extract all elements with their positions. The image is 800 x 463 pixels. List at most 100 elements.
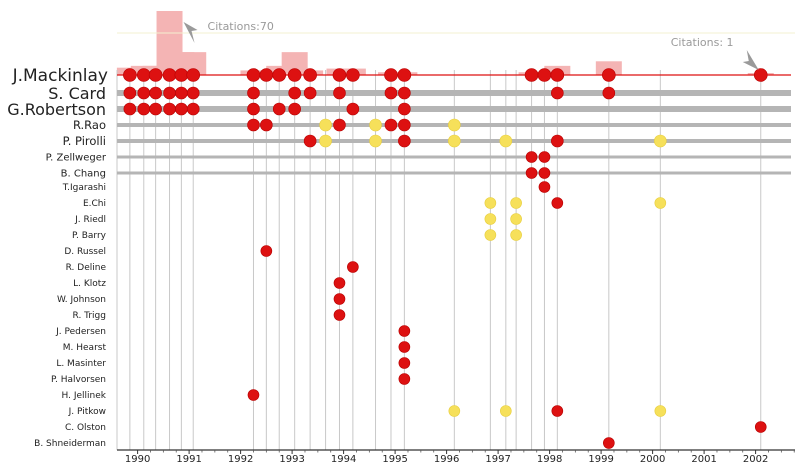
publication-dot[interactable]	[551, 197, 564, 209]
publication-dot[interactable]	[398, 325, 411, 337]
publication-dot[interactable]	[186, 68, 201, 82]
publication-dot[interactable]	[369, 134, 382, 148]
publication-dot[interactable]	[754, 421, 767, 433]
publication-dot[interactable]	[260, 118, 273, 132]
publication-dot[interactable]	[303, 134, 317, 148]
author-label[interactable]: J. Pedersen	[55, 327, 106, 337]
publication-dot[interactable]	[510, 197, 522, 209]
author-label[interactable]: P. Barry	[72, 231, 107, 241]
publication-dot[interactable]	[288, 86, 301, 100]
author-label[interactable]: G.Robertson	[7, 100, 106, 119]
publication-dot[interactable]	[123, 68, 137, 82]
publication-dot[interactable]	[398, 341, 411, 353]
publication-dot[interactable]	[654, 405, 667, 417]
author-label[interactable]: J. Riedl	[74, 215, 106, 225]
publication-dot[interactable]	[500, 405, 512, 417]
publication-dot[interactable]	[448, 118, 461, 132]
publication-dot[interactable]	[448, 134, 461, 148]
publication-dot[interactable]	[524, 68, 539, 82]
publication-dot[interactable]	[319, 118, 332, 132]
author-label[interactable]: R. Trigg	[73, 311, 106, 321]
publication-dot[interactable]	[347, 261, 359, 273]
publication-dot[interactable]	[149, 102, 162, 116]
publication-dot[interactable]	[525, 151, 538, 163]
publication-dot[interactable]	[174, 68, 189, 82]
publication-dot[interactable]	[288, 102, 301, 116]
publication-dot[interactable]	[163, 86, 176, 100]
publication-dot[interactable]	[384, 86, 398, 100]
publication-dot[interactable]	[550, 68, 565, 82]
publication-dot[interactable]	[175, 102, 188, 116]
publication-dot[interactable]	[397, 68, 412, 82]
publication-dot[interactable]	[369, 118, 382, 132]
publication-dot[interactable]	[654, 134, 667, 148]
publication-dot[interactable]	[538, 181, 551, 193]
publication-dot[interactable]	[484, 197, 497, 209]
publication-dot[interactable]	[398, 86, 411, 100]
publication-dot[interactable]	[247, 86, 260, 100]
publication-dot[interactable]	[332, 68, 347, 82]
author-label[interactable]: S. Card	[48, 84, 106, 103]
author-label[interactable]: P. Zellweger	[46, 153, 107, 164]
author-label[interactable]: R.Rao	[73, 118, 106, 132]
publication-dot[interactable]	[319, 134, 332, 148]
publication-dot[interactable]	[287, 68, 302, 82]
publication-dot[interactable]	[303, 86, 317, 100]
publication-dot[interactable]	[448, 405, 461, 417]
publication-dot[interactable]	[346, 68, 360, 82]
publication-dot[interactable]	[384, 68, 398, 82]
author-label[interactable]: R. Deline	[66, 263, 107, 273]
publication-dot[interactable]	[398, 118, 411, 132]
publication-dot[interactable]	[551, 86, 564, 100]
publication-dot[interactable]	[162, 68, 177, 82]
publication-dot[interactable]	[148, 68, 163, 82]
publication-dot[interactable]	[525, 167, 538, 179]
publication-dot[interactable]	[398, 373, 411, 385]
publication-dot[interactable]	[484, 229, 497, 241]
author-label[interactable]: J. Pitkow	[68, 407, 106, 417]
publication-dot[interactable]	[538, 167, 551, 179]
publication-dot[interactable]	[602, 68, 616, 82]
publication-dot[interactable]	[602, 86, 616, 100]
publication-dot[interactable]	[398, 357, 411, 369]
publication-dot[interactable]	[260, 245, 273, 257]
publication-dot[interactable]	[484, 213, 497, 225]
publication-dot[interactable]	[186, 86, 200, 100]
publication-dot[interactable]	[499, 134, 513, 148]
publication-dot[interactable]	[123, 102, 137, 116]
publication-dot[interactable]	[398, 134, 411, 148]
publication-dot[interactable]	[346, 102, 360, 116]
publication-dot[interactable]	[333, 293, 346, 305]
publication-dot[interactable]	[551, 405, 564, 417]
publication-dot[interactable]	[137, 86, 151, 100]
publication-dot[interactable]	[510, 229, 522, 241]
publication-dot[interactable]	[272, 102, 286, 116]
publication-dot[interactable]	[247, 118, 260, 132]
publication-dot[interactable]	[603, 437, 615, 449]
publication-dot[interactable]	[333, 118, 346, 132]
author-label[interactable]: P. Halvorsen	[51, 375, 106, 385]
author-label[interactable]: B. Chang	[61, 169, 106, 180]
author-label[interactable]: C. Olston	[65, 423, 106, 433]
publication-dot[interactable]	[333, 309, 346, 321]
publication-dot[interactable]	[247, 102, 260, 116]
publication-dot[interactable]	[259, 68, 274, 82]
publication-dot[interactable]	[537, 68, 552, 82]
publication-dot[interactable]	[175, 86, 188, 100]
publication-dot[interactable]	[246, 68, 261, 82]
author-label[interactable]: M. Hearst	[63, 343, 107, 353]
publication-dot[interactable]	[149, 86, 162, 100]
publication-dot[interactable]	[753, 68, 768, 82]
author-label[interactable]: W. Johnson	[57, 295, 106, 305]
publication-dot[interactable]	[123, 86, 137, 100]
publication-dot[interactable]	[136, 68, 151, 82]
author-label[interactable]: D. Russel	[64, 247, 106, 257]
publication-dot[interactable]	[137, 102, 151, 116]
author-label[interactable]: L. Masinter	[56, 359, 106, 369]
publication-dot[interactable]	[333, 86, 346, 100]
publication-dot[interactable]	[163, 102, 176, 116]
author-label[interactable]: E.Chi	[83, 199, 106, 209]
publication-dot[interactable]	[186, 102, 200, 116]
publication-dot[interactable]	[538, 151, 551, 163]
publication-dot[interactable]	[272, 68, 287, 82]
